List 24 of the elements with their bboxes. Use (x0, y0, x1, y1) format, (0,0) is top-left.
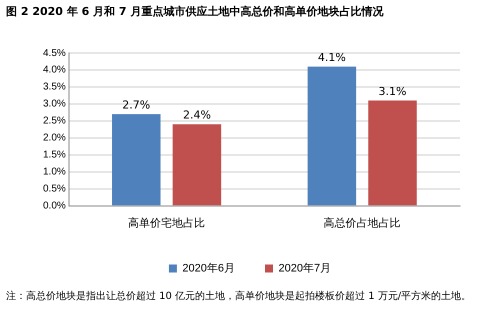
legend-label: 2020年6月 (182, 262, 236, 275)
legend-label: 2020年7月 (278, 262, 332, 275)
text: 注：高总价地块是指出让总价超过 10 亿元的土地，高单价地块是起拍楼板价超过 1 万元/平方米的土地。 (6, 290, 472, 303)
y-tick-label: 1.0% (42, 166, 66, 178)
data-label: 3.1% (378, 84, 406, 98)
chart-title: 图 2 2020 年 6 月和 7 月重点城市供应土地中高总价和高单价地块占比情况 (6, 4, 384, 19)
y-tick-label: 0.5% (42, 184, 66, 195)
bar (308, 66, 356, 206)
x-tick-label: 高总价占地占比 (324, 216, 401, 230)
data-label: 4.1% (318, 50, 346, 64)
bar (368, 100, 417, 206)
y-tick-label: 4.0% (42, 64, 66, 76)
y-tick-label: 3.0% (42, 98, 66, 110)
bar (172, 124, 222, 206)
data-label: 2.7% (122, 98, 150, 112)
y-tick-label: 2.5% (42, 116, 66, 127)
x-tick-label: 高单价宅地占比 (128, 216, 206, 230)
y-tick-label: 2.0% (42, 132, 66, 144)
data-label: 2.4% (182, 108, 211, 122)
y-tick-label: 1.5% (42, 150, 66, 161)
y-tick-label: 0.0% (42, 200, 66, 212)
bar (112, 114, 161, 206)
y-tick-label: 3.5% (42, 82, 66, 93)
y-tick-label: 4.5% (42, 48, 66, 59)
